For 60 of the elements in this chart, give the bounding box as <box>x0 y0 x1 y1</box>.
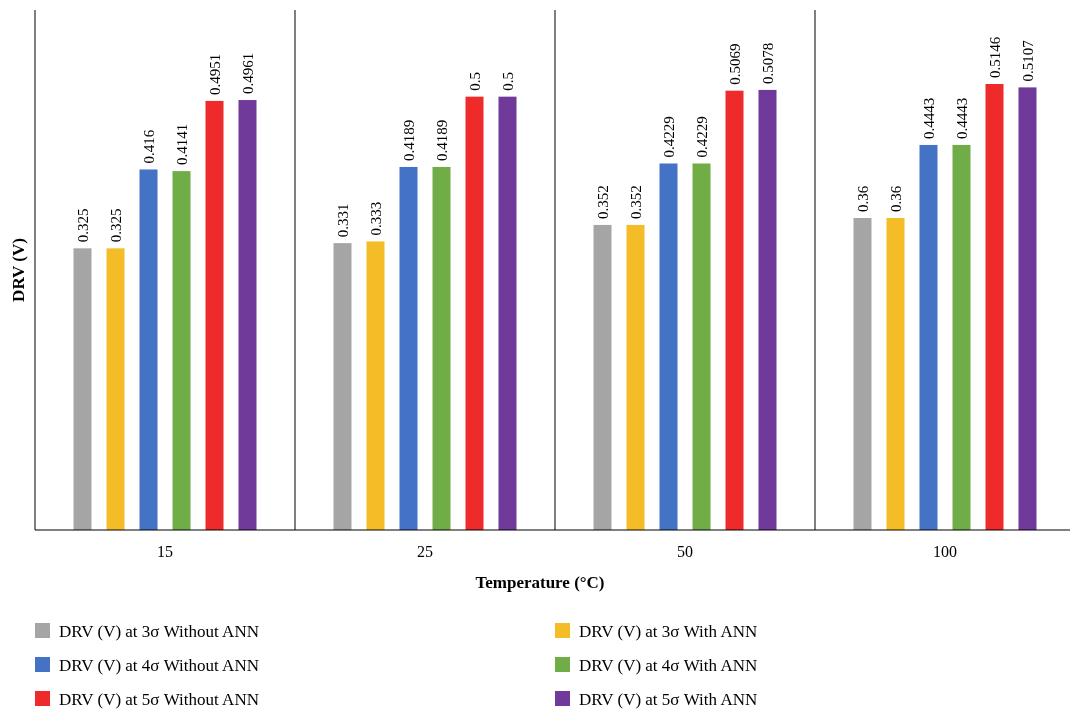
x-tick-label: 15 <box>157 543 173 560</box>
bar <box>758 89 777 530</box>
bar <box>725 90 744 530</box>
x-tick-label: 100 <box>933 543 957 560</box>
bar <box>366 241 385 530</box>
data-label: 0.4951 <box>206 53 223 95</box>
data-label: 0.4443 <box>953 97 970 139</box>
bar <box>626 224 645 530</box>
legend-label: DRV (V) at 5σ With ANN <box>579 690 758 709</box>
data-label: 0.333 <box>367 201 384 236</box>
data-label: 0.5069 <box>726 43 743 85</box>
bar <box>919 144 938 530</box>
x-axis-title: Temperature (°C) <box>475 573 605 592</box>
data-label: 0.5078 <box>759 42 776 84</box>
data-label: 0.36 <box>854 185 871 212</box>
bar <box>659 163 678 530</box>
data-label: 0.5107 <box>1019 39 1036 82</box>
x-tick-label: 25 <box>417 543 433 560</box>
bar <box>432 166 451 530</box>
data-label: 0.352 <box>594 185 611 219</box>
data-label: 0.36 <box>887 185 904 212</box>
bar <box>172 171 191 530</box>
bar <box>593 224 612 530</box>
legend-label: DRV (V) at 3σ With ANN <box>579 622 758 641</box>
bar <box>692 163 711 530</box>
data-label: 0.416 <box>140 129 157 164</box>
data-label: 0.4229 <box>693 116 710 158</box>
data-label: 0.5 <box>466 71 483 91</box>
bar <box>238 100 257 530</box>
data-label: 0.5146 <box>986 36 1003 79</box>
bar <box>73 248 92 530</box>
bar <box>333 243 352 530</box>
data-label: 0.352 <box>627 185 644 219</box>
data-label: 0.4141 <box>173 123 190 166</box>
bar <box>853 218 872 530</box>
bar <box>106 248 125 530</box>
x-tick-label: 50 <box>677 543 693 560</box>
legend-label: DRV (V) at 5σ Without ANN <box>59 690 259 709</box>
legend-label: DRV (V) at 4σ Without ANN <box>59 656 259 675</box>
bar <box>985 84 1004 530</box>
legend-label: DRV (V) at 4σ With ANN <box>579 656 758 675</box>
data-label: 0.4189 <box>400 119 417 161</box>
bar <box>952 144 971 530</box>
bar <box>139 169 158 530</box>
data-label: 0.4961 <box>239 52 256 95</box>
bar <box>465 96 484 530</box>
data-label: 0.325 <box>107 208 124 243</box>
bar <box>1018 87 1037 530</box>
data-label: 0.325 <box>74 208 91 243</box>
bar <box>886 218 905 530</box>
data-label: 0.5 <box>499 71 516 91</box>
bar <box>498 96 517 530</box>
data-label: 0.4189 <box>433 119 450 161</box>
data-label: 0.4443 <box>920 97 937 139</box>
bar <box>399 166 418 530</box>
bar <box>205 100 224 530</box>
data-label: 0.4229 <box>660 116 677 158</box>
data-label: 0.331 <box>334 203 351 238</box>
y-axis-title: DRV (V) <box>9 238 28 302</box>
legend-label: DRV (V) at 3σ Without ANN <box>59 622 259 641</box>
